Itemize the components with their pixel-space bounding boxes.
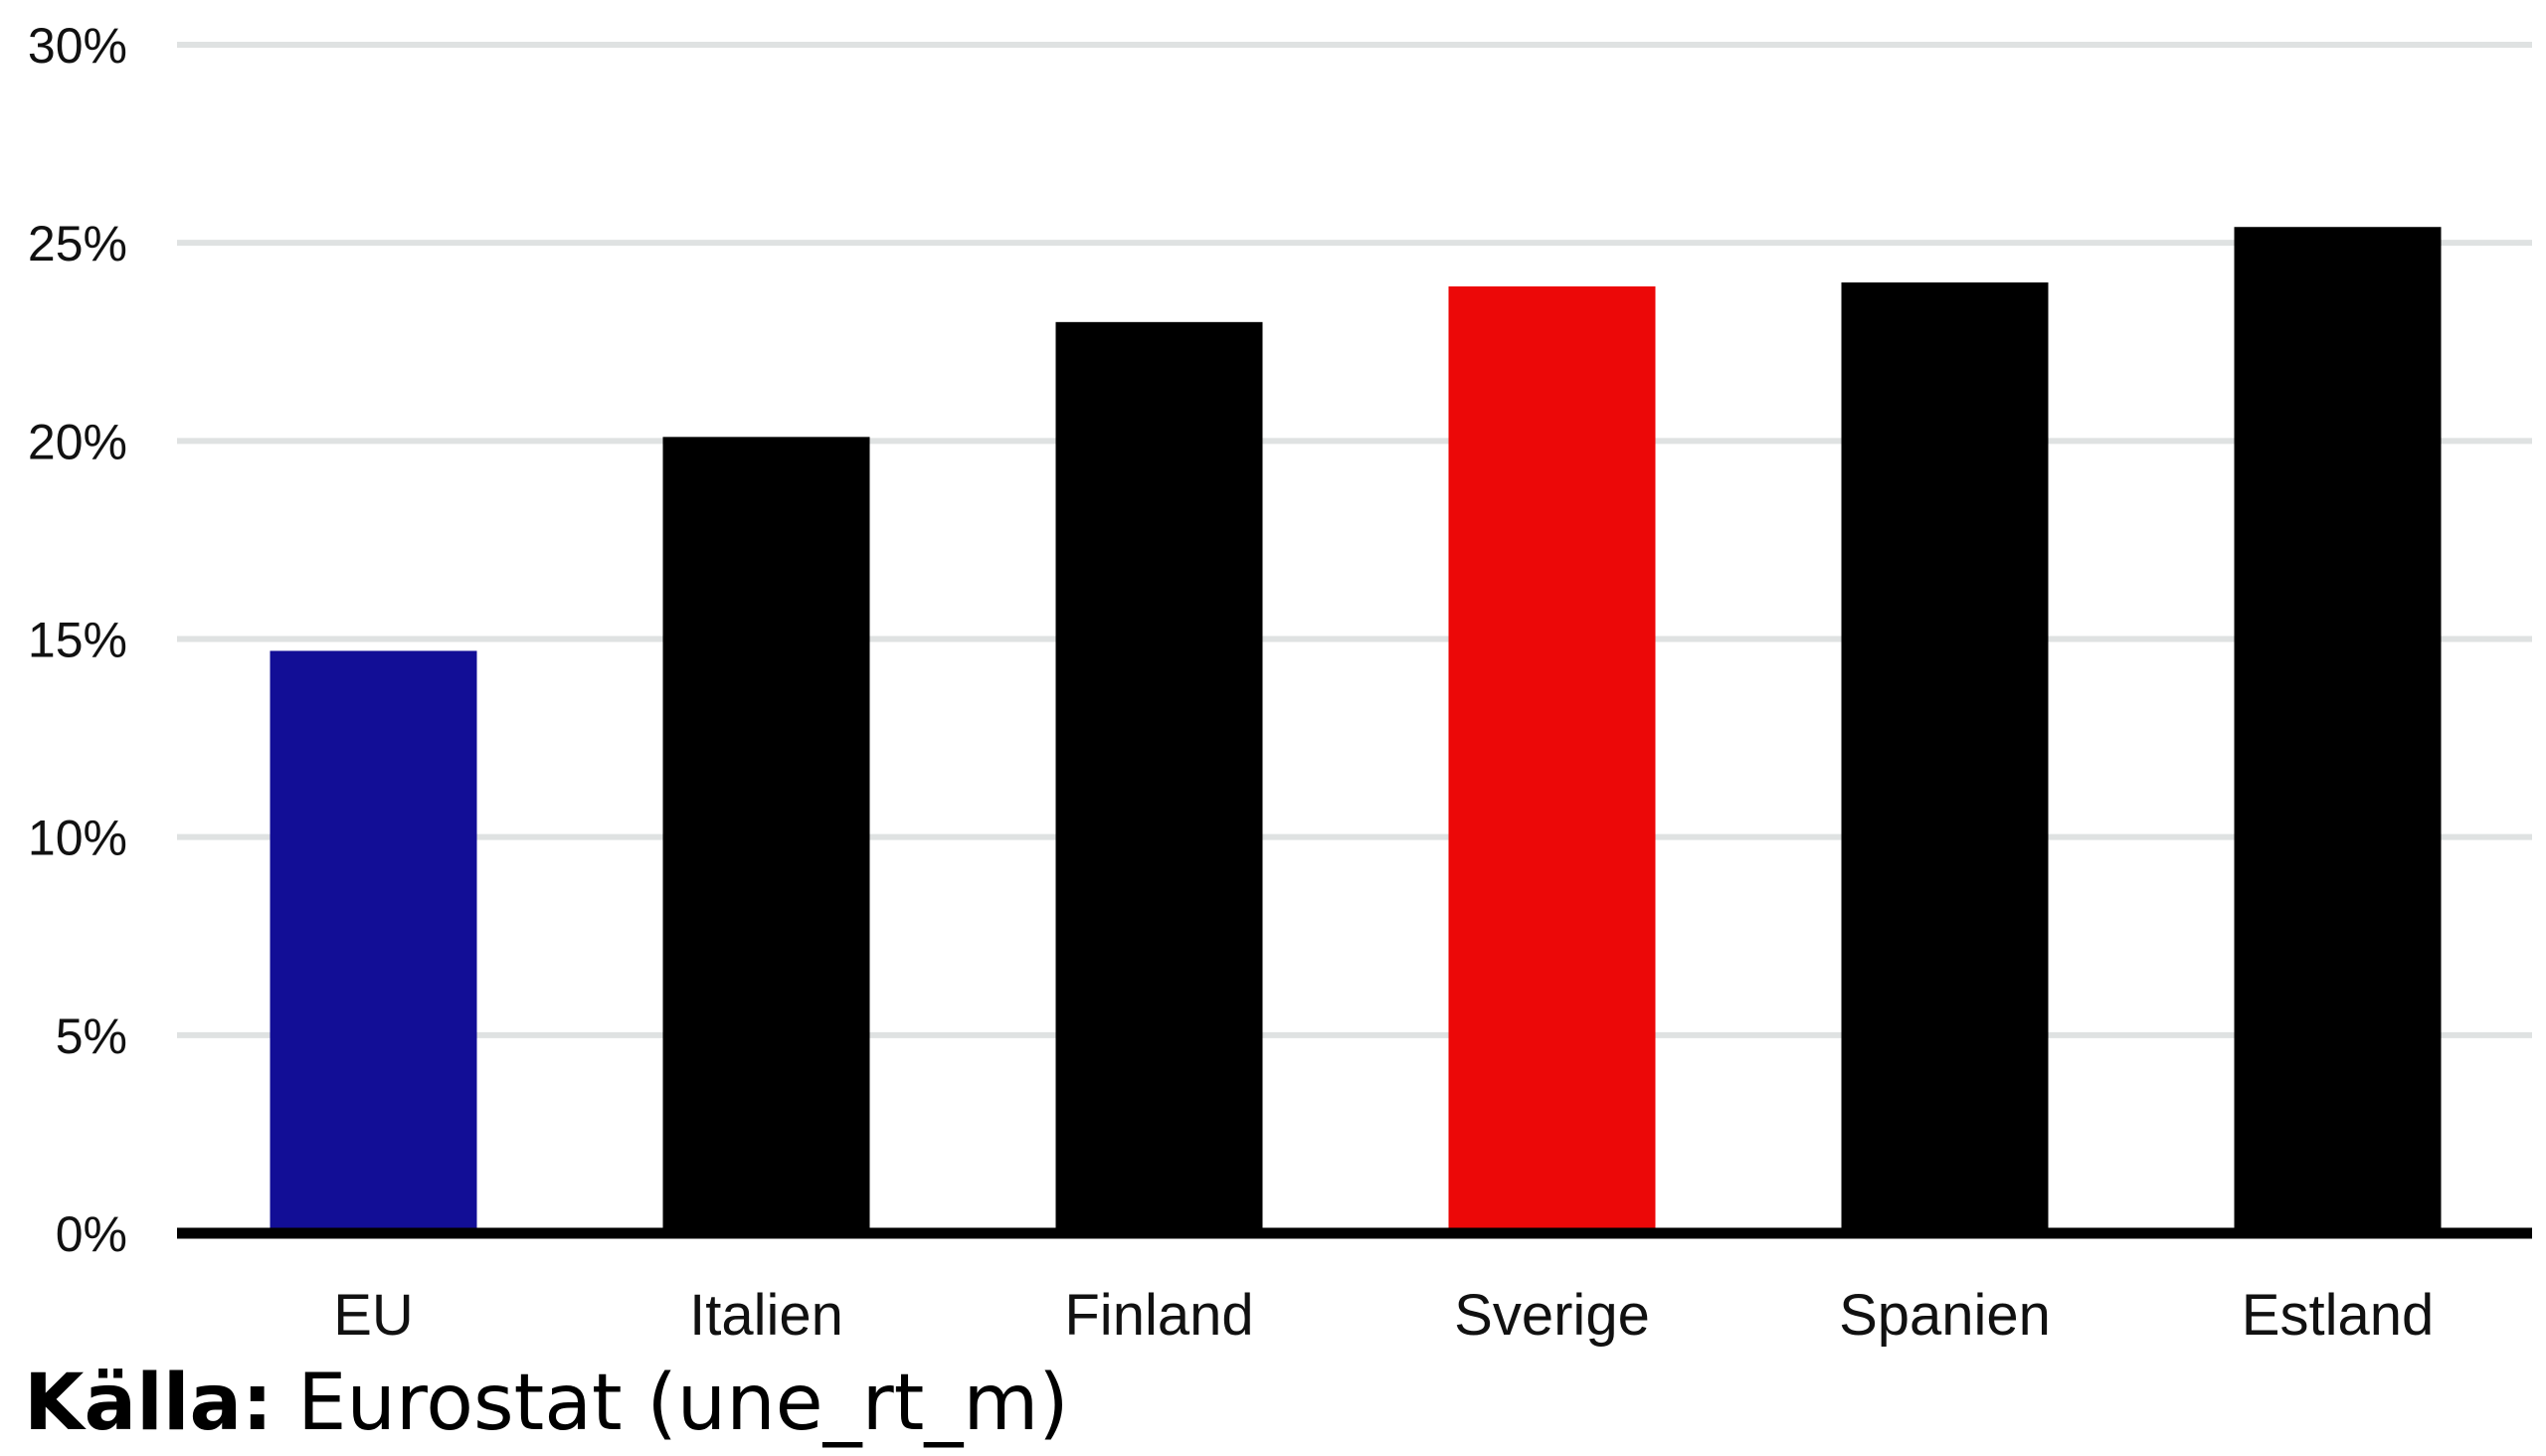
x-tick-label: EU (333, 1283, 414, 1348)
x-tick-label: Sverige (1454, 1283, 1650, 1348)
bar-italien (662, 437, 870, 1234)
x-tick-label: Finland (1064, 1283, 1253, 1348)
y-tick-label: 25% (28, 216, 127, 272)
x-tick-label: Estland (2242, 1283, 2434, 1348)
y-axis-tick-labels: 0% 5% 10% 15% 20% 25% 30% (28, 18, 127, 1262)
y-tick-label: 30% (28, 18, 127, 74)
y-tick-label: 15% (28, 613, 127, 668)
y-tick-label: 0% (56, 1206, 127, 1262)
bar-estland (2234, 227, 2442, 1233)
x-axis-category-labels: EU Italien Finland Sverige Spanien Estland (333, 1283, 2434, 1348)
y-tick-label: 10% (28, 811, 127, 866)
bar-finland (1055, 321, 1263, 1233)
source-text: Eurostat (une_rt_m) (273, 1359, 1069, 1448)
bar-eu (270, 650, 477, 1233)
bar-sverige (1448, 285, 1656, 1233)
y-tick-label: 5% (56, 1008, 127, 1064)
bar-spanien (1841, 282, 2049, 1233)
source-label: Källa: (24, 1359, 273, 1448)
x-tick-label: Italien (689, 1283, 843, 1348)
source-note: Källa: Eurostat (une_rt_m) (24, 1365, 1069, 1442)
gridlines (177, 42, 2532, 1038)
x-tick-label: Spanien (1839, 1283, 2051, 1348)
y-tick-label: 20% (28, 414, 127, 469)
bars (270, 227, 2442, 1234)
